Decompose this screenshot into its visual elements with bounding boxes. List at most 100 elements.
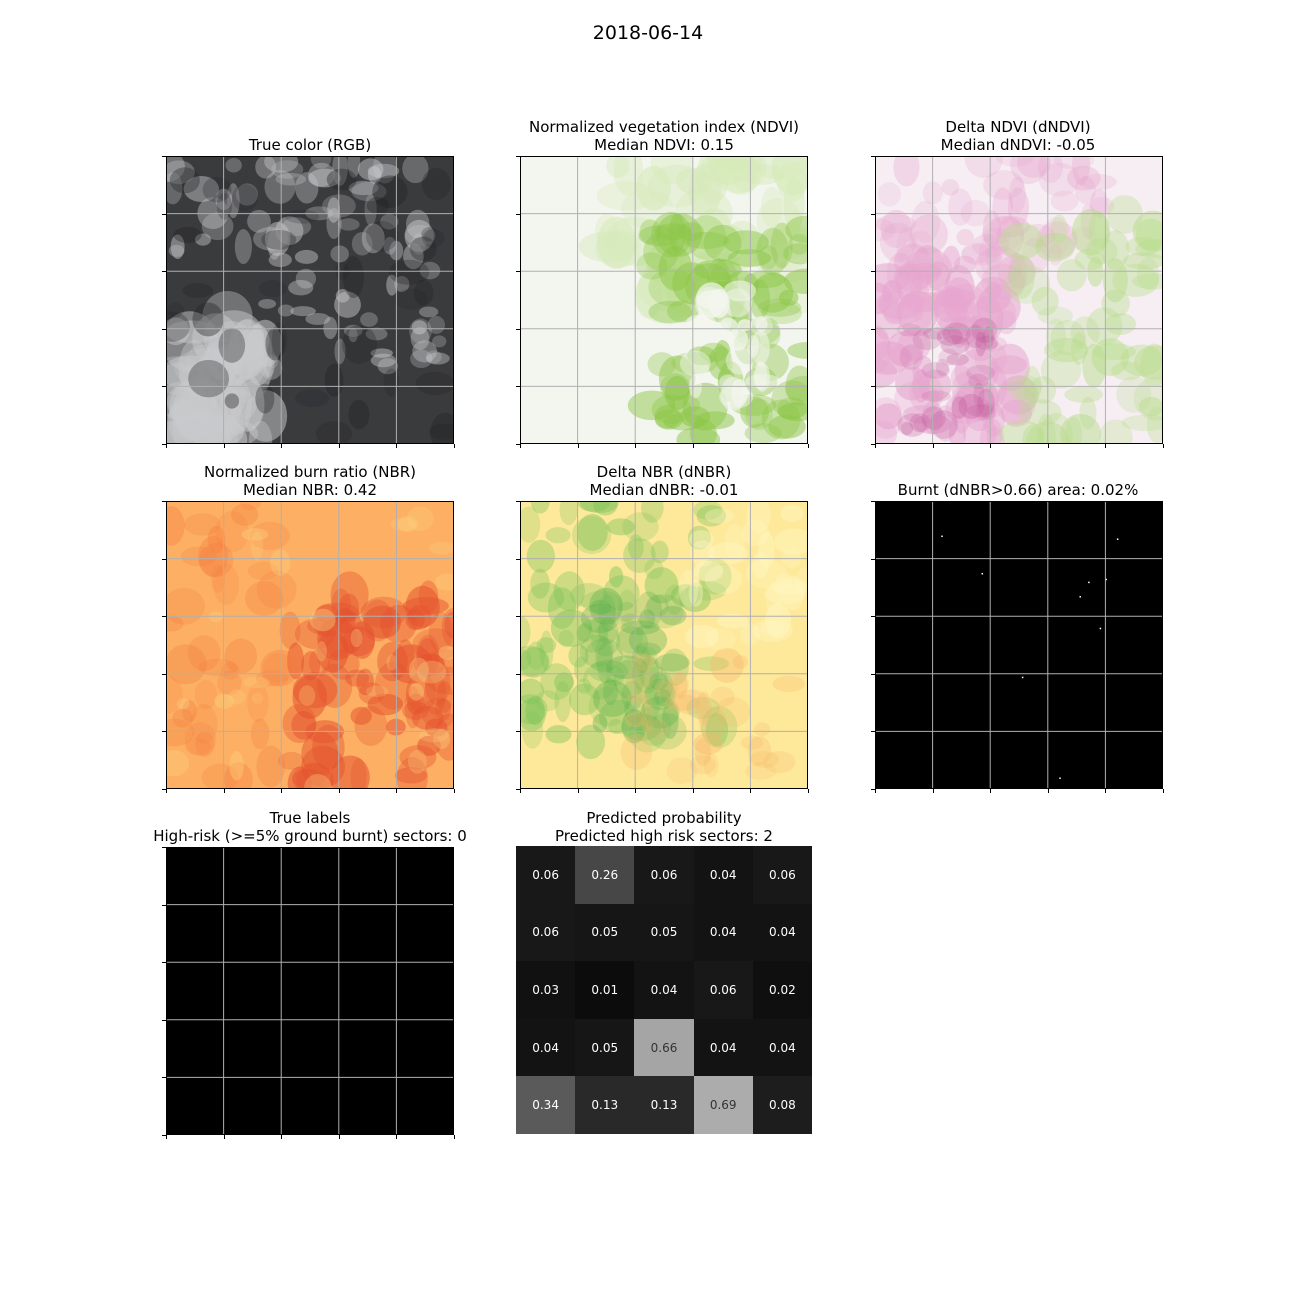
ndvi-image	[520, 156, 808, 444]
ndvi-title-line1: Normalized vegetation index (NDVI)	[529, 118, 799, 136]
burnt-x-tick	[1047, 789, 1049, 793]
labels-x-tick	[454, 1135, 455, 1139]
heatmap-cell: 0.06	[516, 903, 576, 962]
dndvi-x-tick	[932, 444, 934, 448]
true-label-cell	[166, 847, 224, 905]
burnt-x-tick	[875, 789, 876, 793]
ndvi-x-tick	[692, 444, 694, 448]
dndvi-title-line1: Delta NDVI (dNDVI)	[945, 118, 1091, 136]
true-label-cell	[338, 1077, 397, 1135]
ndvi-x-tick	[520, 444, 521, 448]
heatmap-cell: 0.04	[752, 903, 812, 962]
nbr-title: Normalized burn ratio (NBR) Median NBR: …	[110, 463, 510, 499]
dnbr-x-tick	[635, 789, 637, 793]
dndvi-y-tick	[871, 156, 875, 157]
rgb-x-tick	[166, 444, 167, 448]
burnt-speck	[1059, 777, 1061, 779]
labels-y-tick	[162, 904, 166, 906]
ndvi-title-line2: Median NDVI: 0.15	[594, 136, 734, 154]
pred-title-line2: Predicted high risk sectors: 2	[555, 827, 773, 845]
nbr-x-tick	[223, 789, 225, 793]
heatmap-cell: 0.04	[516, 1018, 576, 1077]
dnbr-y-tick	[516, 616, 520, 618]
nbr-x-tick	[338, 789, 340, 793]
predicted-probability-heatmap: 0.06 0.26 0.06 0.04 0.06 0.06 0.05 0.05 0.04 0.04…	[516, 846, 812, 1134]
dnbr-x-tick	[750, 789, 752, 793]
dnbr-image	[520, 501, 808, 789]
rgb-title-line1: True color (RGB)	[248, 136, 372, 154]
heatmap-cell: 0.06	[516, 846, 576, 904]
dndvi-texture	[875, 156, 1163, 444]
burnt-speck	[1021, 676, 1024, 679]
heatmap-cell: 0.05	[634, 903, 694, 962]
burnt-y-tick	[871, 501, 875, 502]
dnbr-y-tick	[516, 731, 520, 733]
heatmap-cell: 0.66	[634, 1018, 694, 1077]
rgb-title: True color (RGB)	[110, 136, 510, 154]
heatmap-cell: 0.34	[516, 1076, 576, 1134]
dndvi-title-line2: Median dNDVI: -0.05	[940, 136, 1096, 154]
dndvi-y-tick	[871, 386, 875, 388]
heatmap-cell: 0.04	[634, 961, 694, 1019]
ndvi-x-tick	[750, 444, 752, 448]
heatmap-cell: 0.05	[575, 903, 635, 962]
dnbr-texture	[520, 501, 808, 789]
rgb-x-tick	[281, 444, 283, 448]
true-label-cell	[396, 1077, 454, 1135]
nbr-y-tick	[162, 789, 166, 790]
dnbr-title: Delta NBR (dNBR) Median dNBR: -0.01	[464, 463, 864, 499]
labels-y-tick	[162, 1019, 166, 1021]
ndvi-x-tick	[808, 444, 809, 448]
true-label-cell	[338, 962, 397, 1020]
true-label-cell	[396, 904, 454, 963]
dnbr-title-line1: Delta NBR (dNBR)	[596, 463, 732, 481]
dndvi-image	[875, 156, 1163, 444]
rgb-y-tick	[162, 444, 166, 445]
labels-y-tick	[162, 1077, 166, 1079]
burnt-x-tick	[990, 789, 992, 793]
rgb-y-tick	[162, 386, 166, 388]
dnbr-y-tick	[516, 673, 520, 675]
dnbr-x-tick	[520, 789, 521, 793]
heatmap-cell: 0.04	[693, 1018, 753, 1077]
rgb-x-tick	[396, 444, 398, 448]
burnt-y-tick	[871, 673, 875, 675]
burnt-speck	[1116, 538, 1119, 540]
nbr-image	[166, 501, 454, 789]
rgb-y-tick	[162, 328, 166, 330]
nbr-y-tick	[162, 731, 166, 733]
burnt-y-tick	[871, 558, 875, 560]
true-label-cell	[338, 904, 397, 963]
ndvi-y-tick	[516, 156, 520, 157]
nbr-texture	[166, 501, 454, 789]
burnt-speck	[941, 535, 943, 538]
dndvi-x-tick	[875, 444, 876, 448]
rgb-x-tick	[454, 444, 455, 448]
dnbr-title-line2: Median dNBR: -0.01	[589, 481, 739, 499]
ndvi-y-tick	[516, 328, 520, 330]
dnbr-x-tick	[692, 789, 694, 793]
heatmap-cell: 0.13	[634, 1076, 694, 1134]
dndvi-title: Delta NDVI (dNDVI) Median dNDVI: -0.05	[818, 118, 1218, 154]
ndvi-x-tick	[635, 444, 637, 448]
true-label-cell	[338, 1019, 397, 1078]
dnbr-x-tick	[577, 789, 579, 793]
true-label-cell	[223, 1077, 282, 1135]
true-label-cell	[223, 962, 282, 1020]
nbr-title-line2: Median NBR: 0.42	[242, 481, 378, 499]
rgb-x-tick	[338, 444, 340, 448]
ndvi-x-tick	[577, 444, 579, 448]
true-label-cell	[166, 962, 224, 1020]
burnt-y-tick	[871, 731, 875, 733]
ndvi-y-tick	[516, 213, 520, 215]
rgb-y-tick	[162, 156, 166, 157]
dndvi-y-tick	[871, 213, 875, 215]
nbr-title-line1: Normalized burn ratio (NBR)	[203, 463, 417, 481]
ndvi-title: Normalized vegetation index (NDVI) Media…	[464, 118, 864, 154]
ndvi-y-tick	[516, 386, 520, 388]
nbr-x-tick	[166, 789, 167, 793]
dndvi-x-tick	[1105, 444, 1107, 448]
dnbr-y-tick	[516, 558, 520, 560]
heatmap-cell: 0.04	[693, 846, 753, 904]
labels-x-tick	[166, 1135, 167, 1139]
